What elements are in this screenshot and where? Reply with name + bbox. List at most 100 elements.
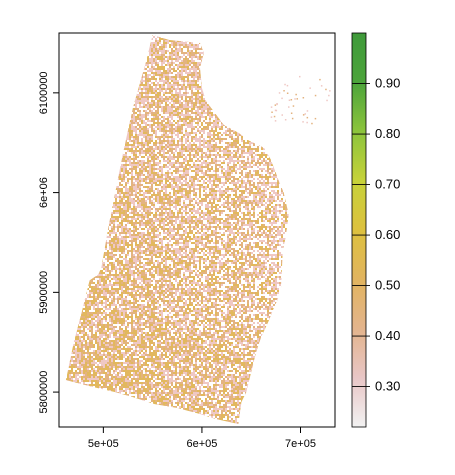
raster-cell: [77, 50, 79, 52]
raster-cell: [215, 48, 217, 50]
raster-cell: [77, 90, 79, 92]
raster-cell: [219, 88, 221, 90]
raster-cell: [125, 134, 127, 136]
raster-cell: [151, 148, 153, 150]
raster-cell: [129, 40, 131, 42]
raster-cell: [87, 102, 89, 104]
raster-cell: [287, 122, 289, 124]
raster-cell: [139, 88, 141, 90]
raster-cell: [217, 118, 219, 120]
raster-cell: [131, 118, 133, 120]
raster-cell: [189, 88, 191, 90]
raster-cell: [127, 122, 129, 124]
raster-cell: [101, 94, 103, 96]
raster-cell: [141, 94, 143, 96]
raster-cell: [97, 146, 99, 148]
raster-cell: [91, 54, 93, 56]
raster-cell: [171, 38, 173, 40]
raster-cell: [119, 82, 121, 84]
raster-cell: [205, 126, 207, 128]
raster-cell: [269, 90, 271, 92]
raster-cell: [125, 106, 127, 108]
raster-cell: [163, 80, 165, 82]
raster-cell: [221, 48, 223, 50]
raster-cell: [109, 88, 111, 90]
raster-cell: [191, 86, 193, 88]
raster-cell: [235, 138, 237, 140]
raster-cell: [71, 86, 73, 88]
raster-cell: [261, 130, 263, 132]
raster-cell: [139, 72, 141, 74]
raster-cell: [75, 72, 77, 74]
raster-cell: [191, 84, 193, 86]
raster-cell: [273, 146, 275, 148]
raster-cell: [147, 132, 149, 134]
raster-cell: [255, 112, 257, 114]
raster-cell: [249, 88, 251, 90]
raster-cell: [233, 100, 235, 102]
raster-cell: [113, 112, 115, 114]
raster-cell: [287, 56, 289, 58]
raster-cell: [241, 116, 243, 118]
raster-cell: [235, 146, 237, 148]
raster-cell: [87, 122, 89, 124]
raster-cell: [121, 98, 123, 100]
raster-cell: [87, 54, 89, 56]
raster-cell: [243, 142, 245, 144]
raster-cell: [225, 116, 227, 118]
raster-cell: [161, 120, 163, 122]
raster-cell: [161, 74, 163, 76]
raster-cell: [277, 84, 279, 86]
raster-cell: [169, 58, 171, 60]
raster-cell: [179, 88, 181, 90]
raster-cell: [251, 90, 253, 92]
raster-cell: [221, 36, 223, 38]
raster-cell: [123, 118, 125, 120]
raster-cell: [133, 140, 135, 142]
raster-cell: [253, 40, 255, 42]
raster-cell: [253, 64, 255, 66]
raster-cell: [87, 128, 89, 130]
raster-cell: [103, 52, 105, 54]
raster-cell: [141, 122, 143, 124]
raster-cell: [269, 54, 271, 56]
raster-cell: [73, 52, 75, 54]
raster-cell: [227, 35, 229, 36]
raster-cell: [117, 100, 119, 102]
raster-cell: [69, 54, 71, 56]
raster-cell: [251, 35, 253, 36]
raster-cell: [127, 88, 129, 90]
raster-cell: [83, 84, 85, 86]
raster-cell: [245, 118, 247, 120]
raster-cell: [219, 86, 221, 88]
raster-cell: [139, 102, 141, 104]
raster-cell: [187, 86, 189, 88]
raster-cell: [85, 80, 87, 82]
raster-cell: [139, 70, 141, 72]
raster-cell: [119, 134, 121, 136]
raster-cell: [175, 50, 177, 52]
raster-cell: [181, 110, 183, 112]
raster-cell: [285, 146, 287, 148]
raster-cell: [147, 118, 149, 120]
raster-cell: [187, 146, 189, 148]
raster-cell: [229, 136, 231, 138]
raster-cell: [89, 62, 91, 64]
raster-cell: [73, 66, 75, 68]
raster-cell: [261, 148, 263, 150]
raster-cell: [253, 94, 255, 96]
raster-cell: [225, 114, 227, 116]
raster-cell: [185, 35, 187, 36]
raster-cell: [141, 72, 143, 74]
raster-cell: [191, 88, 193, 90]
raster-cell: [203, 82, 205, 84]
raster-cell: [203, 130, 205, 132]
raster-cell: [225, 134, 227, 136]
raster-cell: [83, 50, 85, 52]
raster-cell: [239, 118, 241, 120]
raster-cell: [263, 128, 265, 130]
raster-cell: [119, 42, 121, 44]
raster-cell: [241, 88, 243, 90]
raster-cell: [185, 140, 187, 142]
raster-cell: [83, 146, 85, 148]
